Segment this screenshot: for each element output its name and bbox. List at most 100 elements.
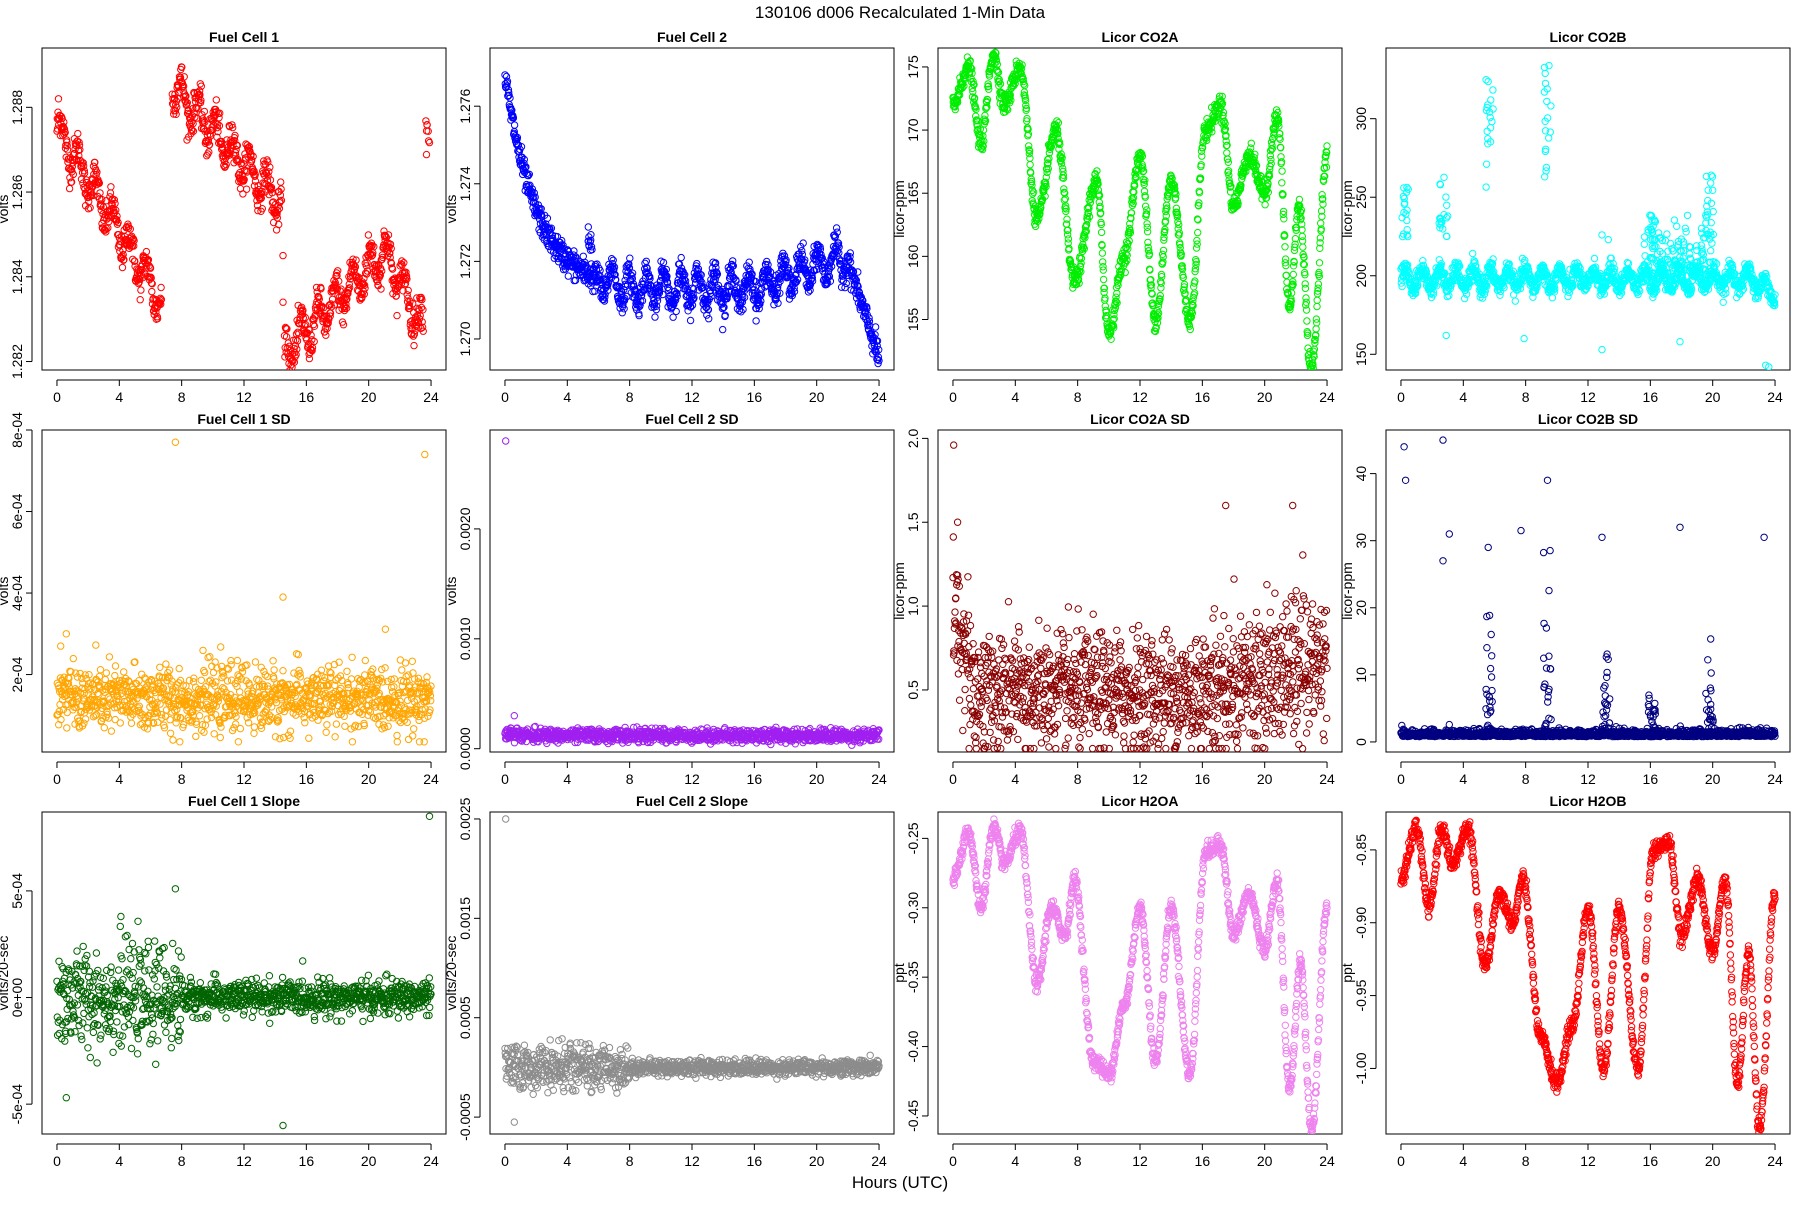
x-tick-label: 16 <box>1643 389 1659 405</box>
data-point <box>643 258 649 264</box>
data-point <box>673 308 679 314</box>
data-point <box>1510 292 1516 298</box>
data-point <box>55 96 61 102</box>
data-point <box>206 149 212 155</box>
data-point <box>1248 140 1254 146</box>
data-point <box>1720 299 1726 305</box>
data-point <box>365 232 371 238</box>
data-point <box>291 371 297 377</box>
data-point <box>75 130 81 136</box>
x-tick-label: 20 <box>809 389 825 405</box>
data-point <box>1098 229 1104 235</box>
data-points <box>1398 62 1778 370</box>
data-point <box>1314 297 1320 303</box>
data-point <box>179 64 185 70</box>
data-point <box>1160 247 1166 253</box>
data-point <box>107 190 113 196</box>
y-tick-label: 1.272 <box>457 244 473 279</box>
data-point <box>1483 184 1489 190</box>
data-point <box>1565 293 1571 299</box>
x-tick-label: 0 <box>1397 389 1405 405</box>
data-point <box>280 252 286 258</box>
data-point <box>580 253 586 259</box>
data-point <box>855 269 861 275</box>
data-point <box>119 264 125 270</box>
x-tick-label: 8 <box>178 389 186 405</box>
x-tick-label: 24 <box>1767 389 1783 405</box>
y-tick-label: 1.276 <box>457 88 473 123</box>
data-point <box>149 288 155 294</box>
y-axis-label: licor-ppm <box>891 180 907 238</box>
data-point <box>288 377 294 383</box>
x-tick-label: 20 <box>361 389 377 405</box>
data-point <box>243 186 249 192</box>
y-axis-label: volts <box>0 195 11 224</box>
data-point <box>1283 272 1289 278</box>
data-point <box>1144 207 1150 213</box>
x-tick-label: 0 <box>949 389 957 405</box>
data-point <box>420 307 426 313</box>
x-tick-label: 12 <box>1580 389 1596 405</box>
data-point <box>306 355 312 361</box>
data-point <box>1099 250 1105 256</box>
data-point <box>138 287 144 293</box>
data-point <box>1316 260 1322 266</box>
data-point <box>137 297 143 303</box>
panel-title: Fuel Cell 1 <box>209 29 279 45</box>
data-point <box>108 184 114 190</box>
data-point <box>1199 153 1205 159</box>
x-tick-label: 4 <box>1459 389 1467 405</box>
plot-frame <box>1386 48 1790 370</box>
x-tick-label: 4 <box>115 389 123 405</box>
y-tick-label: 165 <box>905 181 921 205</box>
y-tick-label: 175 <box>905 55 921 79</box>
data-point <box>66 185 72 191</box>
y-tick-label: 170 <box>905 118 921 142</box>
data-points <box>502 72 882 367</box>
plot-frame <box>490 48 894 370</box>
data-point <box>1144 229 1150 235</box>
data-point <box>720 326 726 332</box>
data-point <box>1314 303 1320 309</box>
data-point <box>1304 318 1310 324</box>
y-tick-label: 200 <box>1353 264 1369 288</box>
x-tick-label: 0 <box>53 389 61 405</box>
y-tick-label: 1.288 <box>9 90 25 125</box>
y-axis-label: licor-ppm <box>1339 180 1355 238</box>
x-tick-label: 12 <box>684 389 700 405</box>
data-point <box>424 122 430 128</box>
y-tick-label: 300 <box>1353 107 1369 131</box>
y-tick-label: 1.282 <box>9 344 25 379</box>
data-point <box>283 334 289 340</box>
data-point <box>284 376 290 382</box>
y-tick-label: 155 <box>905 308 921 332</box>
data-point <box>1195 229 1201 235</box>
data-point <box>1224 150 1230 156</box>
data-point <box>1279 168 1285 174</box>
data-point <box>1489 118 1495 124</box>
data-point <box>502 72 508 78</box>
data-point <box>872 324 878 330</box>
x-tick-label: 20 <box>1705 389 1721 405</box>
x-tick-label: 0 <box>501 389 509 405</box>
data-point <box>1490 87 1496 93</box>
x-tick-label: 8 <box>1522 389 1530 405</box>
data-point <box>92 159 98 165</box>
data-point <box>280 299 286 305</box>
x-tick-label: 16 <box>1195 389 1211 405</box>
x-tick-label: 4 <box>563 389 571 405</box>
data-point <box>1100 276 1106 282</box>
x-tick-label: 16 <box>299 389 315 405</box>
data-point <box>278 179 284 185</box>
x-tick-label: 12 <box>236 389 252 405</box>
data-point <box>687 317 693 323</box>
data-point <box>1282 244 1288 250</box>
data-points <box>54 64 433 384</box>
y-tick-label: 1.274 <box>457 166 473 201</box>
data-point <box>1317 235 1323 241</box>
data-point <box>753 318 759 324</box>
x-tick-label: 12 <box>1132 389 1148 405</box>
